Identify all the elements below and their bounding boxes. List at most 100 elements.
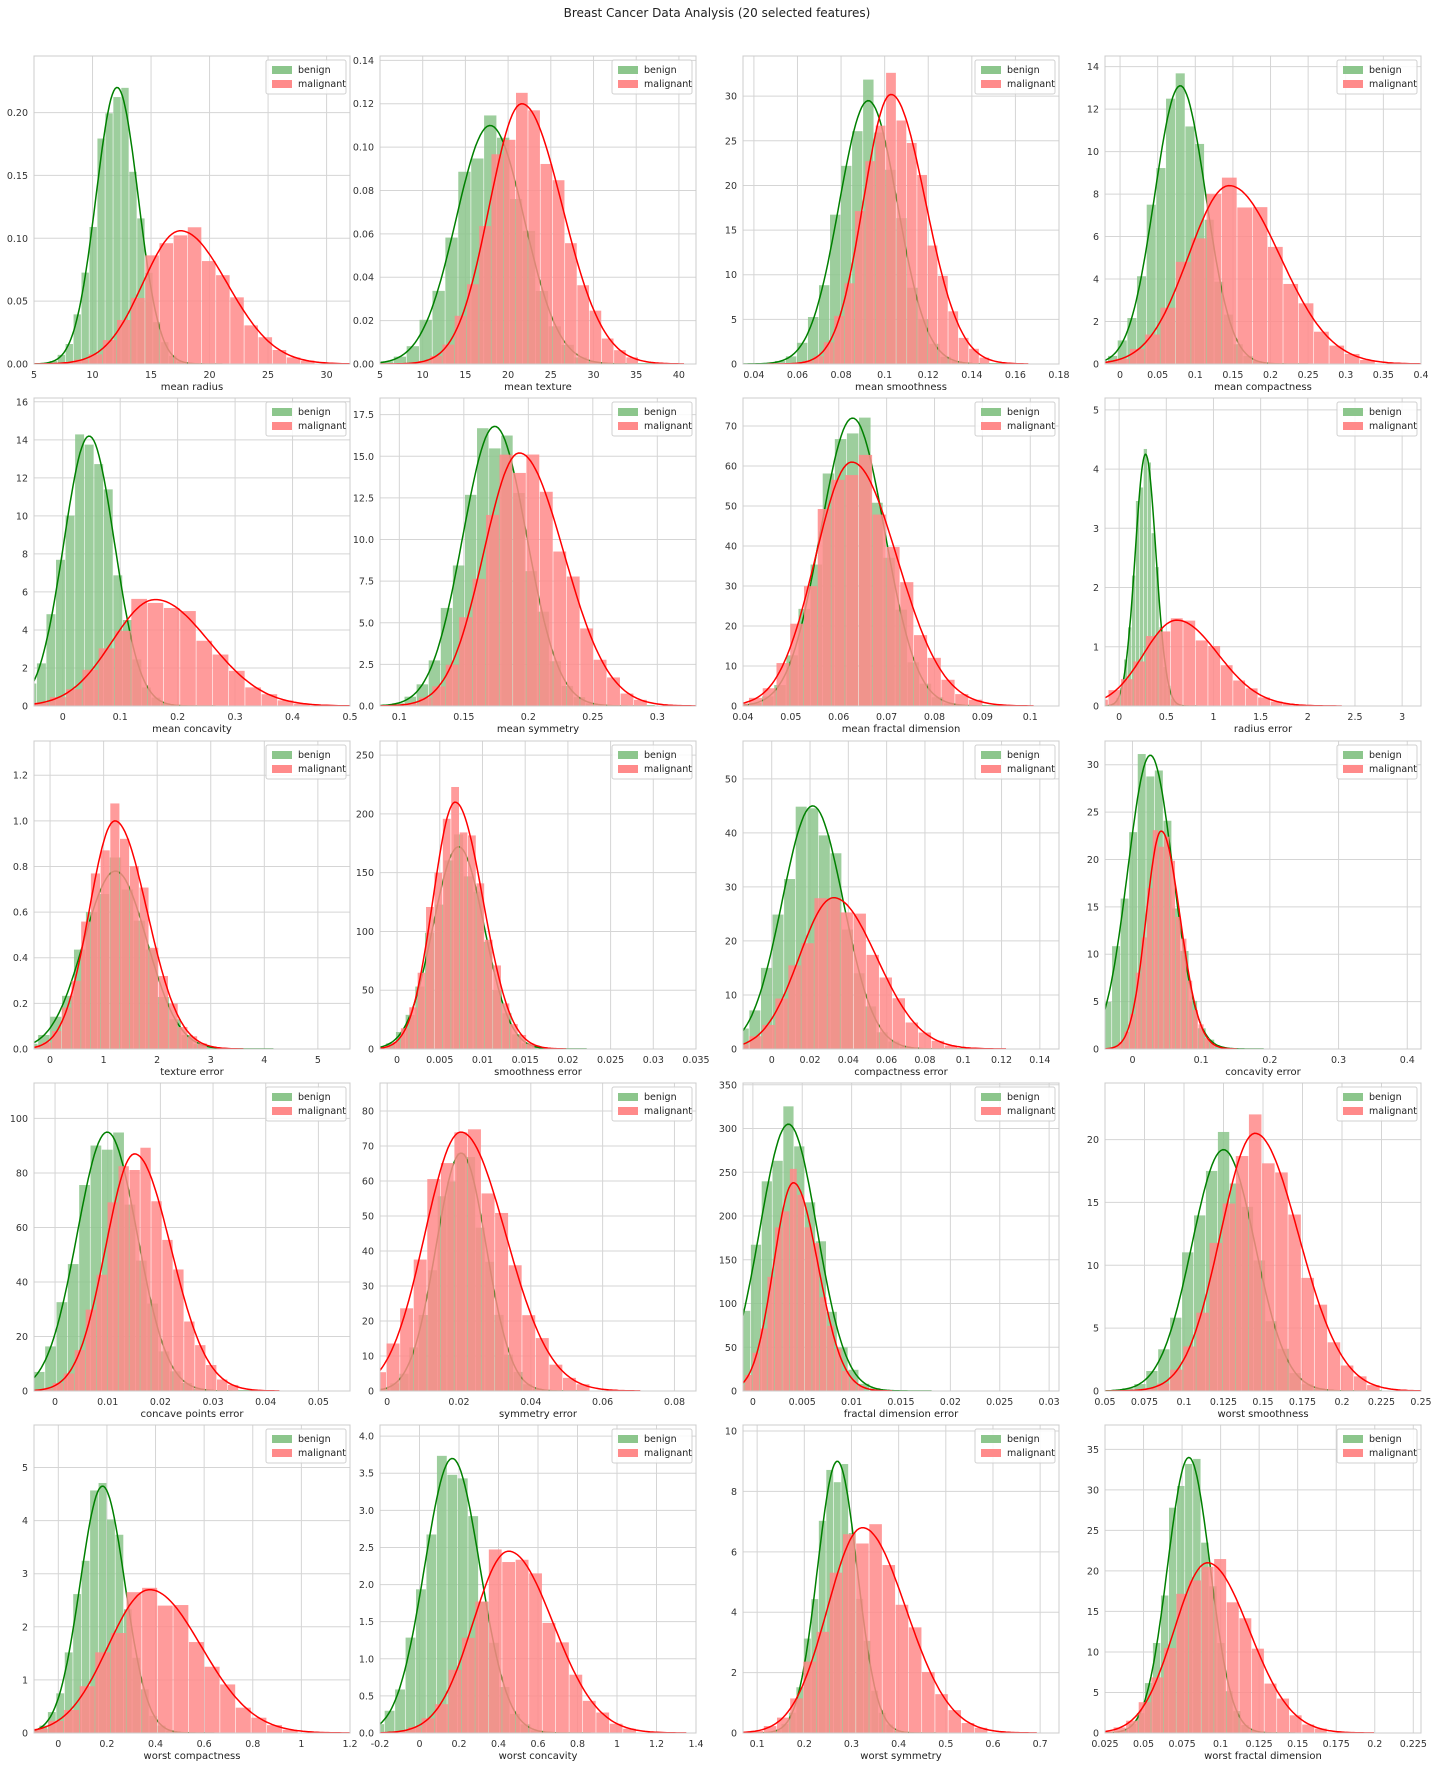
legend-label-malignant: malignant <box>1369 1106 1417 1117</box>
bar-malignant <box>566 576 580 706</box>
bar-malignant <box>872 514 886 706</box>
bar-malignant <box>522 1315 536 1391</box>
x-axis-label: mean texture <box>504 382 572 393</box>
x-tick-label: 0 <box>1116 712 1122 723</box>
bar-malignant <box>790 1698 803 1733</box>
bar-malignant <box>609 1723 623 1733</box>
bar-benign <box>98 1482 107 1733</box>
y-tick-label: 40 <box>16 1277 28 1288</box>
bar-malignant <box>816 1631 830 1733</box>
x-tick-label: 0.1 <box>1023 712 1038 723</box>
legend-label-benign: benign <box>1369 1434 1402 1445</box>
x-tick-label: 40 <box>673 370 685 381</box>
bar-benign <box>743 1028 749 1049</box>
bar-malignant <box>118 1166 129 1391</box>
bar-malignant <box>948 1710 962 1733</box>
y-tick-label: 200 <box>356 809 374 820</box>
bar-malignant <box>1226 1602 1239 1733</box>
bar-malignant <box>34 1728 48 1733</box>
x-tick-label: 25 <box>262 370 274 381</box>
y-tick-label: 5 <box>1093 1688 1099 1699</box>
subplot-mean-texture: 5 10 15 20 25 30 35 40 0.00 0.02 0.04 0.06 0.08 0.10 0… <box>353 55 697 393</box>
bar-malignant <box>1138 1702 1151 1733</box>
x-tick-label: 0.02 <box>150 1397 171 1408</box>
y-tick-label: 0 <box>22 1729 28 1740</box>
bar-malignant <box>569 1674 583 1733</box>
y-tick-label: 0 <box>368 1045 374 1056</box>
x-tick-label: 0 <box>1129 1055 1135 1066</box>
bar-malignant <box>142 1587 158 1733</box>
bar-malignant <box>501 1003 510 1049</box>
x-tick-label: 35 <box>630 370 642 381</box>
bar-malignant <box>421 1718 435 1733</box>
bar-benign <box>1137 754 1146 1049</box>
bar-malignant <box>52 1031 62 1049</box>
bar-benign <box>1112 946 1121 1049</box>
bar-malignant <box>1214 1559 1227 1733</box>
x-axis-label: concave points error <box>141 1409 245 1420</box>
bar-malignant <box>858 454 873 706</box>
legend-swatch-benign <box>618 408 638 416</box>
y-tick-label: 0.20 <box>7 108 28 119</box>
bar-benign <box>1120 898 1129 1049</box>
legend-label-malignant: malignant <box>1007 79 1055 90</box>
bar-malignant <box>41 1388 53 1391</box>
bar-benign <box>1166 98 1176 364</box>
x-tick-label: 0 <box>55 1739 61 1750</box>
legend-label-benign: benign <box>1007 750 1040 761</box>
bar-malignant <box>601 338 614 364</box>
bar-malignant <box>1192 1009 1198 1049</box>
bar-malignant <box>426 906 434 1049</box>
bar-malignant <box>1181 938 1187 1049</box>
x-tick-label: 0.4 <box>1413 370 1428 381</box>
x-axis-label: smoothness error <box>494 1067 583 1078</box>
y-tick-label: 1.5 <box>359 1617 374 1628</box>
legend-label-malignant: malignant <box>298 421 346 432</box>
bar-malignant <box>620 693 634 706</box>
x-tick-label: 0.07 <box>876 712 897 723</box>
bar-malignant <box>535 1338 549 1391</box>
y-tick-label: 0 <box>1093 702 1099 713</box>
bar-benign <box>79 1185 90 1391</box>
x-tick-label: 0.25 <box>1410 1397 1431 1408</box>
y-tick-label: 50 <box>725 502 737 513</box>
x-tick-label: 0.25 <box>582 712 603 723</box>
legend-label-malignant: malignant <box>1369 421 1417 432</box>
bar-malignant <box>74 359 89 364</box>
bar-malignant <box>819 1297 827 1391</box>
bar-malignant <box>844 283 855 364</box>
bar-malignant <box>413 1259 427 1391</box>
bar-benign <box>1169 1507 1177 1733</box>
bar-malignant <box>163 607 180 706</box>
bar-malignant <box>1289 1715 1302 1733</box>
bar-malignant <box>834 1348 842 1391</box>
y-tick-label: 5 <box>1093 997 1099 1008</box>
legend-swatch-malignant <box>618 1107 638 1115</box>
x-tick-label: 0 <box>52 1397 58 1408</box>
y-tick-label: 2.5 <box>359 660 374 671</box>
bar-benign <box>761 1181 772 1391</box>
bar-malignant <box>1360 360 1375 364</box>
subplot-fractal-dimension-error: 0 0.005 0.01 0.015 0.02 0.025 0.03 0 50 100 150 200… <box>719 1080 1060 1420</box>
bar-malignant <box>1133 661 1146 706</box>
y-tick-label: 50 <box>725 1343 737 1354</box>
bar-malignant <box>1071 705 1083 706</box>
y-tick-label: 300 <box>719 1124 737 1135</box>
y-tick-label: 150 <box>356 868 374 879</box>
kde-line-malignant <box>743 461 1034 706</box>
bar-malignant <box>493 965 501 1049</box>
bar-benign <box>90 1145 102 1391</box>
bar-malignant <box>849 1379 857 1391</box>
y-tick-label: 17.5 <box>353 410 374 421</box>
x-tick-label: 1.4 <box>688 1739 703 1750</box>
x-tick-label: 0.05 <box>1133 1739 1154 1750</box>
bar-malignant <box>1169 860 1176 1049</box>
bar-malignant <box>503 139 516 364</box>
bar-malignant <box>790 623 804 706</box>
y-tick-label: 0.0 <box>359 1729 374 1740</box>
bar-benign <box>113 97 121 364</box>
bar-malignant <box>968 699 983 706</box>
plot-area <box>380 92 684 364</box>
bar-malignant <box>286 357 301 364</box>
x-tick-label: 0.4 <box>148 1739 163 1750</box>
